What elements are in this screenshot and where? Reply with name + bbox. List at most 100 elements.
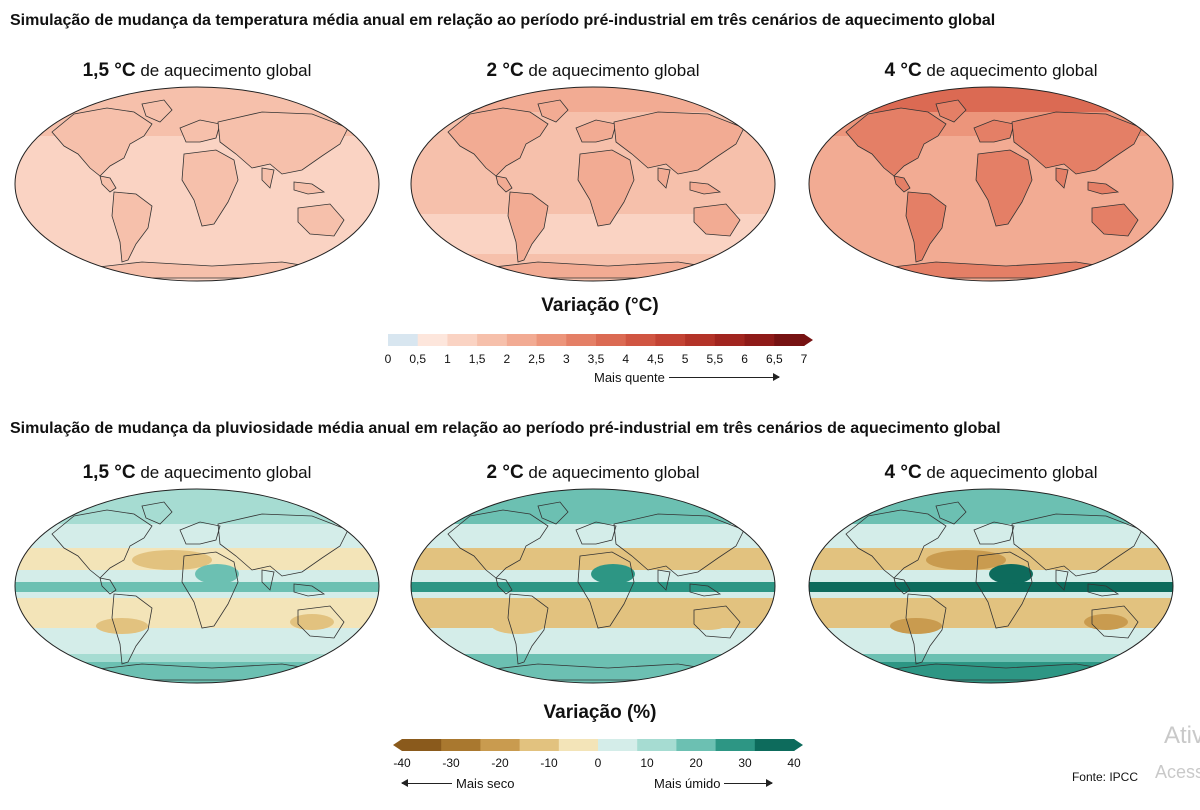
dry-patch [926, 550, 1006, 570]
world-map [410, 488, 776, 684]
equatorial-wet-band [809, 582, 1173, 592]
scale-tick-label: 5 [681, 352, 689, 366]
temperature-color-scale [388, 334, 813, 346]
map-border [808, 488, 1174, 684]
continent-shape [845, 107, 947, 177]
precipitation-map-1-5c: 1,5 °C de aquecimento global [12, 462, 382, 686]
map-label: 2 °C de aquecimento global [486, 462, 700, 483]
scale-tick-label: 1 [444, 352, 451, 366]
source-credit: Fonte: IPCC [1071, 770, 1138, 784]
scale-swatch [558, 739, 599, 751]
continent-outline [845, 509, 947, 579]
scale-swatch [388, 334, 419, 346]
temperature-band [809, 87, 1173, 112]
precipitation-map-4c: 4 °C de aquecimento global [806, 462, 1176, 686]
continent-outline [935, 501, 967, 525]
precipitation-section-title: Simulação de mudança da pluviosidade méd… [10, 420, 1001, 437]
continent-shape [507, 191, 549, 263]
precipitation-color-scale [393, 739, 803, 751]
map-border [808, 86, 1174, 282]
scale-swatch [685, 334, 716, 346]
scale-tick-label: 6,5 [765, 352, 783, 366]
continent-shape [973, 119, 1015, 143]
continent-outline [577, 551, 635, 629]
scale-swatch [477, 334, 508, 346]
continent-outline [693, 605, 741, 639]
scale-tick-label: 40 [787, 756, 801, 770]
temperature-section-title: Simulação de mudança da temperatura médi… [10, 12, 996, 29]
continent-shape [905, 191, 947, 263]
scale-swatch [417, 334, 448, 346]
continent-shape [447, 107, 549, 177]
continent-outline [507, 593, 549, 665]
scale-tick-label: 2,5 [528, 352, 545, 366]
scale-swatch [744, 334, 775, 346]
continent-shape [1091, 203, 1139, 237]
drier-arrow-note: Mais seco [401, 776, 515, 791]
continent-outline [51, 509, 153, 579]
right-arrow-icon [668, 373, 780, 381]
continent-outline [537, 501, 569, 525]
continent-shape [1011, 111, 1143, 175]
continent-outline [495, 577, 513, 595]
dry-patch [890, 618, 942, 634]
map-body [411, 489, 775, 683]
scale-swatch [447, 334, 478, 346]
scale-swatch [655, 334, 686, 346]
scale-swatch [536, 334, 567, 346]
precipitation-scale-ticks: -40 -30 -20 -10 0 10 20 30 40 [392, 756, 804, 772]
map-border [410, 488, 776, 684]
wetter-label: Mais úmido [654, 776, 721, 791]
scale-tick-label: 1,5 [468, 352, 486, 366]
wet-band-antarctic [809, 662, 1173, 683]
dry-patch [686, 614, 730, 630]
continent-shape [575, 119, 617, 143]
temperature-map-4c: 4 °C de aquecimento global [806, 60, 1176, 284]
map-body [411, 87, 775, 281]
scale-swatch [566, 334, 597, 346]
dry-patch [1084, 614, 1128, 630]
scale-tick-label: 20 [689, 756, 703, 770]
continent-outline [111, 593, 153, 665]
continent-outline [141, 501, 173, 525]
scale-swatch [441, 739, 481, 751]
continent-shape [693, 203, 741, 237]
warmer-label: Mais quente [594, 370, 665, 385]
scale-swatch [715, 739, 756, 751]
world-map [14, 488, 380, 684]
continent-outline [1011, 513, 1143, 577]
scale-swatch [480, 739, 521, 751]
scale-tick-label: -20 [491, 756, 509, 770]
wet-patch [591, 564, 635, 584]
activation-watermark: Ativ [1163, 722, 1200, 749]
map-body [15, 87, 379, 281]
continent-outline [973, 521, 1015, 545]
scale-tick-label: -10 [540, 756, 558, 770]
continent-shape [1087, 181, 1120, 195]
map-label: 1,5 °C de aquecimento global [82, 60, 312, 81]
scale-swatch [598, 739, 638, 751]
wet-band-antarctic [15, 662, 379, 683]
continent-shape [179, 119, 221, 143]
continent-outline [613, 513, 745, 577]
dry-patch [492, 618, 544, 634]
continent-shape [537, 99, 569, 123]
map-body [15, 489, 379, 683]
world-map [410, 86, 776, 282]
dry-patch [290, 614, 334, 630]
dry-patch [96, 618, 148, 634]
scale-swatch [774, 334, 805, 346]
world-map [808, 488, 1174, 684]
continent-shape [577, 149, 635, 227]
continent-shape [141, 99, 173, 123]
continent-shape [297, 203, 345, 237]
scale-swatch [506, 334, 538, 346]
continent-outline [261, 569, 275, 591]
continent-shape [1055, 167, 1069, 189]
scale-swatch [519, 739, 560, 751]
continent-outline [1055, 569, 1069, 591]
temperature-scale-ticks: 0 0,5 1 1,5 2 2,5 3 3,5 4 4,5 5 5,5 6 6,5 7 [378, 352, 814, 368]
continent-shape [893, 175, 911, 193]
scale-tick-label: 3 [562, 352, 570, 366]
map-label: 4 °C de aquecimento global [884, 60, 1098, 81]
